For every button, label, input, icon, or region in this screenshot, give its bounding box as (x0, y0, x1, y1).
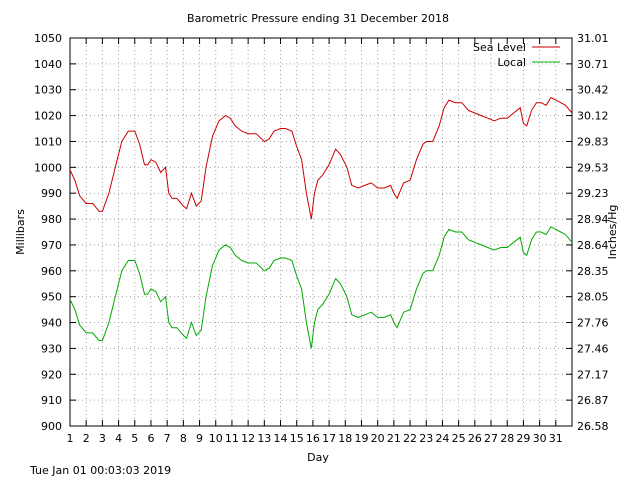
y-tick-label: 950 (41, 291, 62, 304)
chart-title: Barometric Pressure ending 31 December 2… (187, 12, 449, 25)
x-tick-label: 14 (274, 432, 288, 445)
series-line-sea-level (69, 96, 573, 220)
y2-tick-label: 27.17 (577, 368, 609, 381)
x-tick-label: 11 (225, 432, 239, 445)
series-lines (69, 96, 573, 349)
x-tick-label: 4 (115, 432, 122, 445)
y-tick-label: 940 (41, 317, 62, 330)
x-tick-label: 26 (468, 432, 482, 445)
x-tick-label: 15 (290, 432, 304, 445)
y2-tick-label: 26.58 (577, 420, 609, 433)
y2-tick-label: 31.01 (577, 32, 609, 45)
x-tick-label: 7 (164, 432, 171, 445)
y2-tick-label: 29.83 (577, 135, 609, 148)
x-tick-label: 5 (131, 432, 138, 445)
y-tick-label: 920 (41, 368, 62, 381)
x-tick-label: 27 (484, 432, 498, 445)
y2-tick-label: 28.35 (577, 265, 609, 278)
series-line-local (69, 226, 573, 349)
x-tick-label: 9 (196, 432, 203, 445)
y2-tick-label: 27.76 (577, 317, 609, 330)
x-tick-label: 24 (435, 432, 449, 445)
y-tick-label: 970 (41, 239, 62, 252)
y-axis-ticks: 900 910 920 930 940 950 960 970 980 990 1000 1010 10… (34, 32, 76, 433)
x-axis-ticks: 1 2 3 4 5 6 7 8 9 10 11 12 13 14 15 16 17 18 19 20 21 22 23 24 2… (67, 38, 563, 445)
y2-axis-label: Inches/Hg (606, 205, 619, 260)
x-tick-label: 22 (403, 432, 417, 445)
x-tick-label: 19 (354, 432, 368, 445)
y2-tick-label: 28.94 (577, 213, 609, 226)
y-tick-label: 1050 (34, 32, 62, 45)
y2-tick-label: 28.64 (577, 239, 609, 252)
x-tick-label: 25 (452, 432, 466, 445)
x-tick-label: 23 (419, 432, 433, 445)
x-tick-label: 21 (387, 432, 401, 445)
x-tick-label: 2 (83, 432, 90, 445)
y2-tick-label: 29.53 (577, 161, 609, 174)
y-tick-label: 960 (41, 265, 62, 278)
x-tick-label: 1 (67, 432, 74, 445)
y-axis-label: Millibars (14, 209, 27, 255)
x-tick-label: 28 (500, 432, 514, 445)
x-tick-label: 16 (306, 432, 320, 445)
y-tick-label: 1000 (34, 161, 62, 174)
y-tick-label: 1010 (34, 135, 62, 148)
x-tick-label: 18 (338, 432, 352, 445)
x-tick-label: 29 (516, 432, 530, 445)
y-tick-label: 980 (41, 213, 62, 226)
y2-tick-label: 30.71 (577, 58, 609, 71)
y2-tick-label: 30.12 (577, 110, 609, 123)
x-tick-label: 8 (180, 432, 187, 445)
x-tick-label: 20 (371, 432, 385, 445)
y-tick-label: 900 (41, 420, 62, 433)
y-tick-label: 1040 (34, 58, 62, 71)
y-tick-label: 1020 (34, 110, 62, 123)
x-axis-label: Day (307, 451, 329, 464)
y-tick-label: 990 (41, 187, 62, 200)
grid-lines (70, 38, 572, 426)
x-tick-label: 12 (241, 432, 255, 445)
x-tick-label: 6 (147, 432, 154, 445)
legend-label-local: Local (497, 56, 526, 69)
legend: Sea Level Local (473, 41, 560, 69)
x-tick-label: 3 (99, 432, 106, 445)
y2-tick-label: 28.05 (577, 291, 609, 304)
y-tick-label: 930 (41, 342, 62, 355)
y2-tick-label: 26.87 (577, 394, 609, 407)
x-tick-label: 10 (209, 432, 223, 445)
x-tick-label: 30 (533, 432, 547, 445)
plot-frame (69, 37, 573, 427)
x-tick-label: 13 (257, 432, 271, 445)
y2-axis-ticks: 26.58 26.87 27.17 27.46 27.76 28.05 28.35 28.64… (566, 32, 609, 433)
y-tick-label: 910 (41, 394, 62, 407)
y2-tick-label: 30.42 (577, 84, 609, 97)
y-tick-label: 1030 (34, 84, 62, 97)
x-tick-label: 31 (549, 432, 563, 445)
y2-tick-label: 27.46 (577, 342, 609, 355)
x-tick-label: 17 (322, 432, 336, 445)
footer-timestamp: Tue Jan 01 00:03:03 2019 (30, 464, 172, 477)
y2-tick-label: 29.23 (577, 187, 609, 200)
legend-label-sea-level: Sea Level (473, 41, 526, 54)
